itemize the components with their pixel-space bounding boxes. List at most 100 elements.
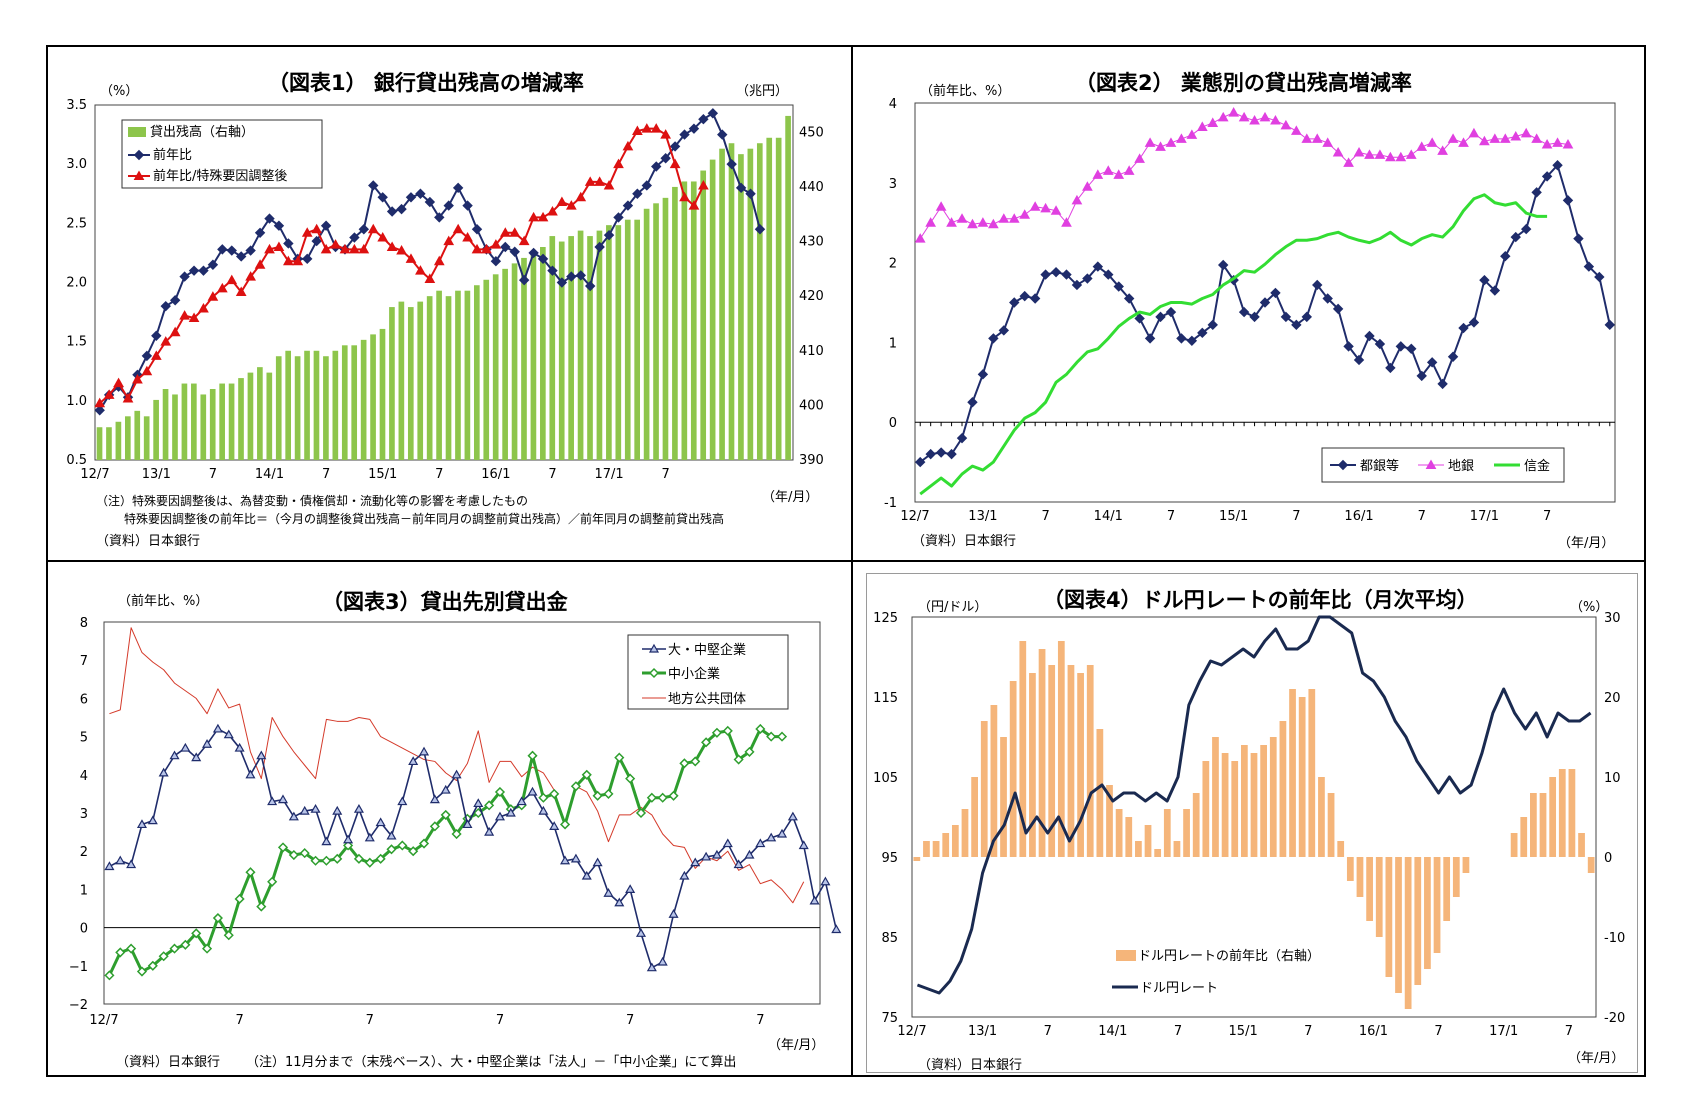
chart2-point-regional: [1259, 111, 1271, 122]
chart2-point-citybanks: [935, 447, 947, 458]
chart3-point-sme: [711, 727, 723, 738]
chart1-point-yoy: [368, 180, 379, 191]
chart3-point-sme: [126, 943, 137, 954]
chart2-point-citybanks: [1280, 311, 1292, 323]
chart1-point-yoy: [160, 300, 171, 312]
chart2-ytick: 0: [889, 416, 897, 431]
chart2-legend-marker-citybanks: [1337, 459, 1349, 471]
chart3-point-large: [538, 805, 549, 815]
chart2-point-citybanks: [1186, 335, 1198, 347]
chart1-bar: [266, 372, 273, 460]
chart3-point-sme: [191, 928, 202, 939]
chart1-point-adjusted: [679, 191, 690, 202]
chart4-ytick-left: 105: [873, 771, 898, 786]
chart2-point-regional: [1447, 133, 1459, 143]
chart3-point-sme: [494, 786, 506, 798]
chart1-bar: [445, 296, 452, 460]
chart3-plot-area: [103, 621, 821, 1005]
chart3-legend-marker-large: [648, 643, 660, 653]
chart3-point-sme: [245, 867, 256, 878]
chart1-bar: [389, 307, 395, 460]
chart2-point-citybanks: [1113, 281, 1124, 292]
chart4-bar: [1125, 817, 1133, 857]
chart4-xtick: 7: [1565, 1024, 1573, 1039]
chart4-bar: [1173, 841, 1181, 857]
chart1-note2: 特殊要因調整後の前年比＝（今月の調整後貸出残高－前年同月の調整前貸出残高）／前年…: [124, 512, 725, 526]
chart1-point-yoy: [141, 350, 153, 362]
chart2-xtick: 15/1: [1219, 509, 1248, 524]
chart1-bar: [257, 367, 263, 460]
chart1-point-yoy: [462, 200, 473, 211]
chart1-bar: [209, 389, 216, 460]
chart3-point-sme: [288, 849, 299, 861]
chart2-point-citybanks: [1573, 233, 1584, 244]
chart1-point-yoy: [641, 180, 653, 191]
chart1-point-adjusted: [292, 255, 304, 266]
chart2-point-citybanks: [998, 325, 1010, 336]
chart3-xlabel: （年/月）: [768, 1038, 825, 1053]
chart2-xtick: 7: [1418, 509, 1426, 524]
chart2-point-regional: [967, 218, 978, 229]
chart3-point-large: [180, 742, 191, 752]
chart4-bar: [1077, 673, 1084, 857]
chart2-point-regional: [1176, 133, 1187, 143]
chart1-bar: [785, 115, 791, 460]
chart4-bar: [1587, 857, 1595, 873]
chart2-point-regional: [925, 217, 937, 227]
chart4-source: （資料）日本銀行: [918, 1058, 1023, 1073]
chart3-point-sme: [614, 752, 625, 763]
chart2-point-citybanks: [967, 397, 978, 408]
chart3-point-large: [690, 857, 701, 867]
chart2-point-regional: [1280, 119, 1292, 130]
chart4-legend-label: ドル円レート: [1140, 981, 1218, 996]
chart2-point-regional: [1531, 133, 1542, 143]
chart1-point-yoy: [613, 212, 624, 223]
chart3-point-sme: [299, 848, 310, 859]
chart4-title: （図表4）ドル円レートの前年比（月次平均）: [1043, 588, 1478, 612]
chart1-bar: [662, 197, 669, 460]
chart1-point-adjusted: [358, 243, 370, 254]
chart3-point-large: [451, 769, 462, 779]
chart1-point-yoy: [386, 206, 398, 217]
chart4-bar: [1212, 737, 1219, 857]
chart1-point-yoy: [349, 232, 360, 243]
chart2-point-regional: [1343, 157, 1354, 167]
chart1-bar: [587, 236, 593, 460]
chart3-point-large: [614, 897, 625, 907]
chart4-xtick: 15/1: [1229, 1024, 1258, 1039]
chart2-point-citybanks: [1082, 273, 1093, 284]
chart1-bar: [709, 159, 716, 460]
chart3-point-sme: [136, 966, 148, 977]
chart3-point-sme: [657, 792, 668, 803]
chart2-point-citybanks: [925, 448, 936, 460]
chart1-point-yoy: [717, 129, 728, 140]
chart3-point-sme: [722, 725, 733, 736]
chart1-legend-label: 前年比: [153, 147, 192, 163]
chart4-bar: [1510, 833, 1518, 857]
chart1-bar: [464, 290, 471, 460]
chart1-point-yoy: [452, 182, 464, 194]
chart2-point-regional: [1238, 111, 1250, 122]
chart1-bar: [530, 252, 537, 460]
chart1-point-adjusted: [509, 227, 521, 237]
chart3-point-large: [440, 784, 451, 794]
chart2-point-citybanks: [1489, 285, 1501, 296]
chart2-point-citybanks: [1332, 303, 1344, 315]
chart1-point-adjusted: [160, 336, 172, 346]
chart1-point-yoy: [509, 246, 520, 257]
chart3-point-large: [646, 962, 657, 972]
chart3-point-large: [755, 838, 766, 848]
chart1-plot-area: [94, 104, 794, 461]
chart3-point-large: [766, 832, 777, 842]
chart3-xtick: 7: [366, 1013, 374, 1028]
chart1-point-yoy: [622, 200, 634, 211]
chart4-bar: [1057, 641, 1065, 857]
chart1-point-adjusted: [339, 243, 351, 254]
chart1-point-yoy: [245, 245, 256, 256]
chart2-xtick: 7: [1041, 509, 1049, 524]
chart1-point-yoy: [547, 265, 558, 276]
chart1-point-yoy: [537, 253, 549, 265]
chart2-point-citybanks: [977, 369, 989, 380]
chart2-point-regional: [1458, 137, 1469, 147]
chart4-bar: [1135, 841, 1142, 857]
